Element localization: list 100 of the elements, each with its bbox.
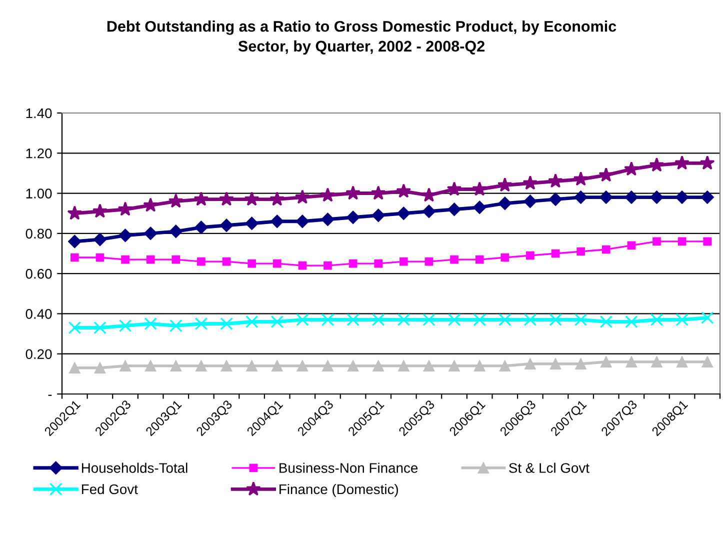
point (346, 186, 360, 200)
legend-label: Finance (Domestic) (280, 484, 398, 497)
point (169, 224, 182, 238)
point (703, 237, 712, 246)
point (448, 360, 460, 372)
point (399, 257, 408, 266)
point (68, 321, 82, 334)
point (475, 255, 484, 264)
point (270, 315, 284, 328)
y-tick-label: 0.20 (26, 349, 52, 360)
point (602, 245, 610, 254)
point (576, 247, 585, 256)
point (220, 360, 232, 372)
point (422, 188, 436, 202)
point (676, 313, 688, 326)
point (197, 257, 206, 266)
point (70, 253, 79, 262)
point (96, 253, 104, 262)
point (121, 255, 130, 264)
point (448, 313, 461, 326)
point (322, 360, 334, 372)
point (194, 192, 209, 206)
legend-label: Fed Govt (82, 484, 138, 494)
point (347, 360, 359, 372)
point (346, 210, 360, 224)
point (575, 358, 586, 370)
point (498, 196, 512, 210)
point (324, 261, 332, 270)
point (118, 319, 132, 332)
point (94, 362, 106, 374)
point (270, 192, 285, 206)
legend-label: Business-Non Finance (280, 462, 418, 473)
point (497, 177, 512, 192)
point (651, 356, 662, 368)
point (626, 356, 637, 368)
point (120, 360, 131, 372)
point (296, 214, 310, 228)
point (321, 212, 334, 226)
point (526, 251, 534, 260)
point (374, 259, 383, 268)
point (678, 237, 686, 246)
point (294, 190, 310, 204)
point (650, 190, 664, 204)
point (472, 200, 486, 214)
point (424, 257, 434, 266)
point (398, 360, 410, 372)
point (246, 360, 258, 372)
point (676, 356, 688, 368)
legend-label: Households-Total (82, 462, 188, 473)
point (320, 188, 336, 202)
point (500, 253, 510, 262)
point (67, 206, 82, 220)
point (674, 155, 690, 170)
point (220, 218, 234, 232)
point (272, 259, 282, 268)
point (573, 171, 588, 186)
y-tick-label: 0.60 (26, 268, 52, 279)
point (244, 192, 260, 206)
point (196, 360, 207, 372)
point (194, 220, 208, 234)
point (92, 204, 108, 218)
point (372, 313, 385, 326)
point (598, 167, 614, 182)
point (675, 190, 689, 204)
point (548, 173, 563, 188)
point (652, 237, 661, 246)
legend-label: St & Lcl Govt (509, 462, 590, 473)
point (94, 321, 106, 334)
point (650, 313, 664, 326)
point (296, 313, 309, 326)
point (627, 241, 636, 250)
point (248, 259, 256, 268)
y-tick-label: 1.00 (26, 188, 52, 198)
point (272, 360, 283, 372)
point (625, 315, 638, 328)
point (245, 315, 258, 328)
y-tick-label: 0.80 (26, 228, 52, 239)
y-tick-label: 0.40 (26, 309, 52, 319)
point (372, 208, 385, 222)
chart-title: Debt Outstanding as a Ratio to Gross Domestic Product, by Economic Sector, by Quarter, 2002 - 2008-Q2 (107, 20, 616, 55)
y-tick-label: - (48, 394, 52, 396)
y-tick-label: 1.20 (26, 148, 52, 158)
point (551, 249, 560, 258)
point (296, 360, 308, 372)
point (245, 216, 258, 230)
point (118, 228, 132, 242)
point (702, 356, 713, 368)
point (522, 175, 538, 190)
point (472, 181, 488, 196)
point (700, 190, 714, 204)
point (68, 234, 82, 248)
point (422, 204, 436, 218)
point (145, 360, 156, 372)
point (69, 362, 80, 374)
point (219, 192, 234, 206)
point (144, 226, 158, 240)
point (372, 360, 384, 372)
point (370, 186, 386, 200)
point (298, 261, 307, 270)
point (93, 232, 107, 246)
